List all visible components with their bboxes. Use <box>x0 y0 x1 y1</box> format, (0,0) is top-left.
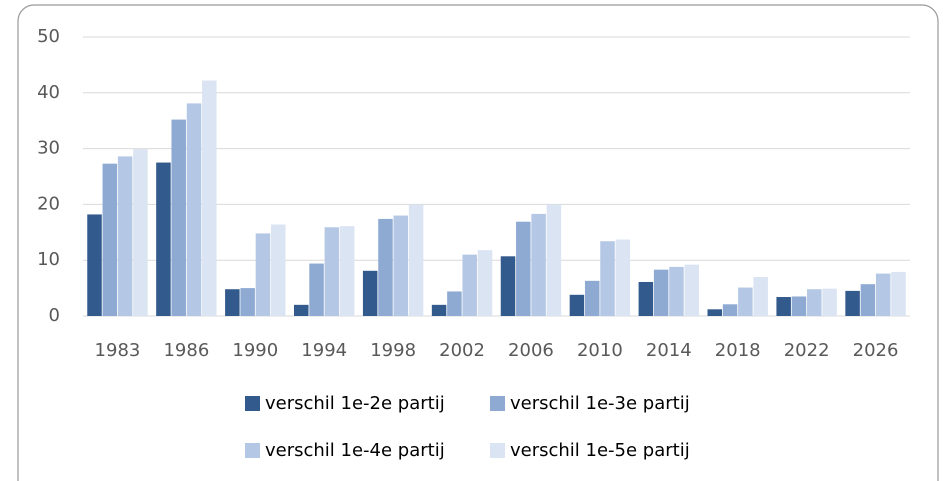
bar <box>362 270 378 316</box>
bar <box>186 103 202 316</box>
bar <box>845 290 860 316</box>
bar <box>87 214 102 316</box>
x-tick-label: 2002 <box>439 340 485 361</box>
x-tick-label: 1986 <box>163 340 209 361</box>
bar <box>462 254 477 316</box>
bar <box>117 156 133 316</box>
x-tick-label: 1994 <box>301 340 347 361</box>
legend-label: verschil 1e-4e partij <box>265 440 445 461</box>
bar <box>408 204 424 316</box>
bar <box>791 296 807 316</box>
bar <box>776 297 791 316</box>
legend-label: verschil 1e-2e partij <box>265 393 445 414</box>
bar <box>309 263 324 316</box>
bar <box>738 287 753 316</box>
bar <box>875 273 891 316</box>
bar <box>270 224 286 316</box>
x-tick-label: 2018 <box>715 340 761 361</box>
bar <box>753 276 768 316</box>
bar <box>431 304 447 316</box>
bar <box>669 266 684 316</box>
bar <box>378 218 393 316</box>
bar <box>339 226 355 316</box>
x-tick-label: 1983 <box>95 340 141 361</box>
x-tick-label: 1990 <box>232 340 278 361</box>
legend-swatch <box>245 443 260 458</box>
bar <box>684 264 699 316</box>
legend-label: verschil 1e-3e partij <box>510 393 690 414</box>
bar <box>133 149 148 316</box>
y-tick-label: 20 <box>37 193 60 214</box>
legend-swatch <box>490 396 505 411</box>
bar <box>225 289 240 316</box>
bar <box>255 233 271 316</box>
bar <box>822 288 837 316</box>
bar <box>202 80 217 316</box>
chart-frame <box>17 4 939 481</box>
legend-label: verschil 1e-5e partij <box>510 440 690 461</box>
x-tick-label: 2022 <box>784 340 830 361</box>
y-tick-label: 10 <box>37 249 60 270</box>
x-tick-label: 2014 <box>646 340 692 361</box>
bar <box>516 221 531 316</box>
y-tick-label: 30 <box>37 138 60 159</box>
bar <box>531 213 546 316</box>
bar <box>891 271 906 316</box>
bar <box>156 162 171 316</box>
bar <box>447 291 462 316</box>
y-tick-label: 40 <box>37 82 60 103</box>
bar <box>102 163 118 316</box>
x-tick-label: 2010 <box>577 340 623 361</box>
bar <box>615 239 631 316</box>
bar <box>393 215 409 316</box>
bar <box>500 256 516 316</box>
x-tick-label: 2006 <box>508 340 554 361</box>
bar <box>584 280 600 316</box>
bar <box>171 119 186 316</box>
bar <box>294 304 309 316</box>
bar <box>569 294 585 316</box>
bar <box>722 304 738 316</box>
bar <box>546 204 562 316</box>
bar <box>600 241 615 316</box>
legend-swatch <box>490 443 505 458</box>
bar <box>707 309 723 316</box>
bar <box>240 288 255 316</box>
bar <box>860 284 876 316</box>
bar <box>807 289 822 316</box>
y-tick-label: 0 <box>49 305 60 326</box>
y-tick-label: 50 <box>37 26 60 47</box>
legend-swatch <box>245 396 260 411</box>
bar <box>324 227 340 316</box>
x-tick-label: 2026 <box>853 340 899 361</box>
bar <box>638 281 654 316</box>
bar <box>653 269 669 316</box>
bar <box>477 250 493 316</box>
x-tick-label: 1998 <box>370 340 416 361</box>
